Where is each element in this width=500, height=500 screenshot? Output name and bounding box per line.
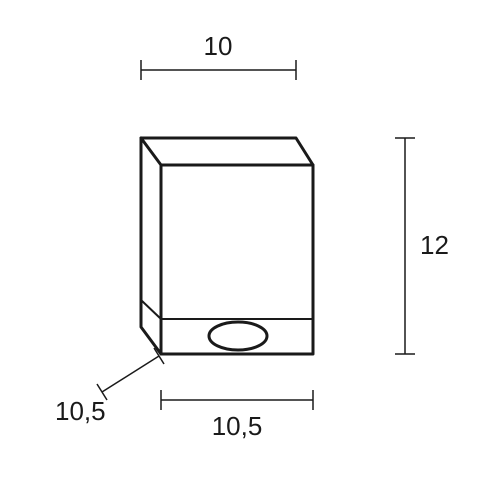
dim-depth-label: 10,5 [55, 396, 106, 426]
technical-drawing: 10 12 10,5 10,5 [0, 0, 500, 500]
dim-depth: 10,5 [55, 348, 164, 426]
product-shape [141, 138, 313, 354]
dim-top-label: 10 [204, 31, 233, 61]
dim-bottom: 10,5 [161, 390, 313, 441]
shape-opening [209, 322, 267, 350]
dim-bottom-label: 10,5 [212, 411, 263, 441]
dim-right: 12 [395, 138, 449, 354]
shape-inner-edge [141, 138, 161, 354]
dim-top: 10 [141, 31, 296, 80]
dim-depth-line [102, 356, 159, 392]
shape-base-back-diag [141, 300, 161, 319]
dim-right-label: 12 [420, 230, 449, 260]
